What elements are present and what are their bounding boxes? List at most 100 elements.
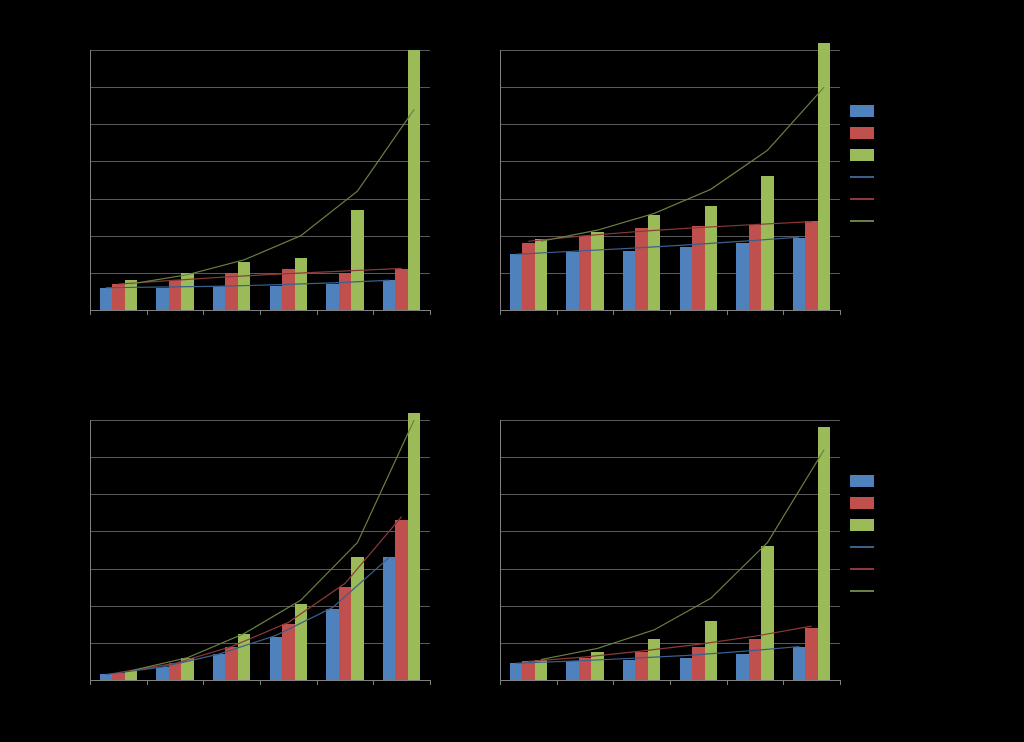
x-tick <box>147 310 148 315</box>
gridline <box>500 606 840 607</box>
legend-line <box>850 590 874 592</box>
bar-s3 <box>535 239 547 310</box>
gridline <box>90 643 430 644</box>
bar-s3 <box>818 43 830 310</box>
bar-s1 <box>566 252 578 310</box>
trendline-t3 <box>541 87 824 241</box>
bar-s3 <box>181 273 193 310</box>
bar-s3 <box>648 639 660 680</box>
bar-s1 <box>383 557 395 680</box>
bar-s1 <box>793 647 805 680</box>
legend-item <box>850 144 1010 166</box>
bar-s2 <box>635 228 647 310</box>
plot-area <box>90 50 430 310</box>
bar-s3 <box>761 176 773 310</box>
legend-line <box>850 220 874 222</box>
gridline <box>500 124 840 125</box>
x-tick <box>317 680 318 685</box>
bar-s2 <box>112 284 124 310</box>
gridline <box>90 87 430 88</box>
trend-lines <box>90 420 430 680</box>
x-tick <box>500 680 501 685</box>
bar-s2 <box>805 221 817 310</box>
legend-item <box>850 470 1010 492</box>
bar-s3 <box>295 258 307 310</box>
legend-item <box>850 210 1010 232</box>
bar-s1 <box>326 284 338 310</box>
gridline <box>500 494 840 495</box>
plot-area <box>90 420 430 680</box>
y-axis <box>90 50 91 310</box>
chart-panel-bottom-right <box>470 400 870 700</box>
bar-s3 <box>705 206 717 310</box>
gridline <box>90 199 430 200</box>
legend-line <box>850 546 874 548</box>
trendline-t3 <box>541 450 824 660</box>
bar-s3 <box>408 50 420 310</box>
x-tick <box>783 310 784 315</box>
gridline <box>500 273 840 274</box>
bar-s1 <box>510 254 522 310</box>
x-tick <box>317 310 318 315</box>
x-tick <box>260 680 261 685</box>
bar-s2 <box>579 658 591 680</box>
bar-s1 <box>213 286 225 310</box>
chart-panel-bottom-left <box>60 400 460 700</box>
bar-s2 <box>749 225 761 310</box>
x-tick <box>430 310 431 315</box>
gridline <box>90 457 430 458</box>
gridline <box>500 50 840 51</box>
gridline <box>90 50 430 51</box>
x-tick <box>557 680 558 685</box>
bar-s2 <box>579 236 591 310</box>
bar-s1 <box>623 251 635 310</box>
gridline <box>500 199 840 200</box>
bar-s1 <box>680 247 692 310</box>
bar-s2 <box>169 663 181 680</box>
x-tick <box>670 310 671 315</box>
y-axis <box>90 420 91 680</box>
bar-s2 <box>169 280 181 310</box>
bar-s2 <box>749 639 761 680</box>
chart-panel-top-right <box>470 30 870 330</box>
bar-s1 <box>510 663 522 680</box>
bar-s3 <box>761 546 773 680</box>
x-tick <box>613 310 614 315</box>
x-tick <box>840 310 841 315</box>
bar-s1 <box>213 654 225 680</box>
plot-area <box>500 420 840 680</box>
bar-s2 <box>395 520 407 680</box>
bar-s3 <box>238 262 250 310</box>
x-tick <box>203 680 204 685</box>
legend-item <box>850 100 1010 122</box>
x-tick <box>840 680 841 685</box>
bar-s1 <box>100 288 112 310</box>
legend <box>850 100 1010 232</box>
bar-s3 <box>125 671 137 680</box>
bar-s2 <box>805 628 817 680</box>
bar-s2 <box>522 243 534 310</box>
bar-s2 <box>339 587 351 680</box>
bar-s3 <box>295 604 307 680</box>
bar-s1 <box>793 238 805 310</box>
x-tick <box>373 310 374 315</box>
gridline <box>90 273 430 274</box>
x-tick <box>430 680 431 685</box>
x-tick <box>727 680 728 685</box>
bar-s2 <box>692 226 704 310</box>
x-tick <box>90 310 91 315</box>
plot-area <box>500 50 840 310</box>
legend-item <box>850 514 1010 536</box>
bar-s3 <box>705 621 717 680</box>
x-tick <box>260 310 261 315</box>
legend-swatch <box>850 127 874 139</box>
gridline <box>500 236 840 237</box>
bar-s2 <box>395 269 407 310</box>
gridline <box>500 457 840 458</box>
x-tick <box>557 310 558 315</box>
trend-lines <box>500 50 840 310</box>
x-tick <box>90 680 91 685</box>
gridline <box>500 161 840 162</box>
legend-item <box>850 188 1010 210</box>
gridline <box>90 606 430 607</box>
